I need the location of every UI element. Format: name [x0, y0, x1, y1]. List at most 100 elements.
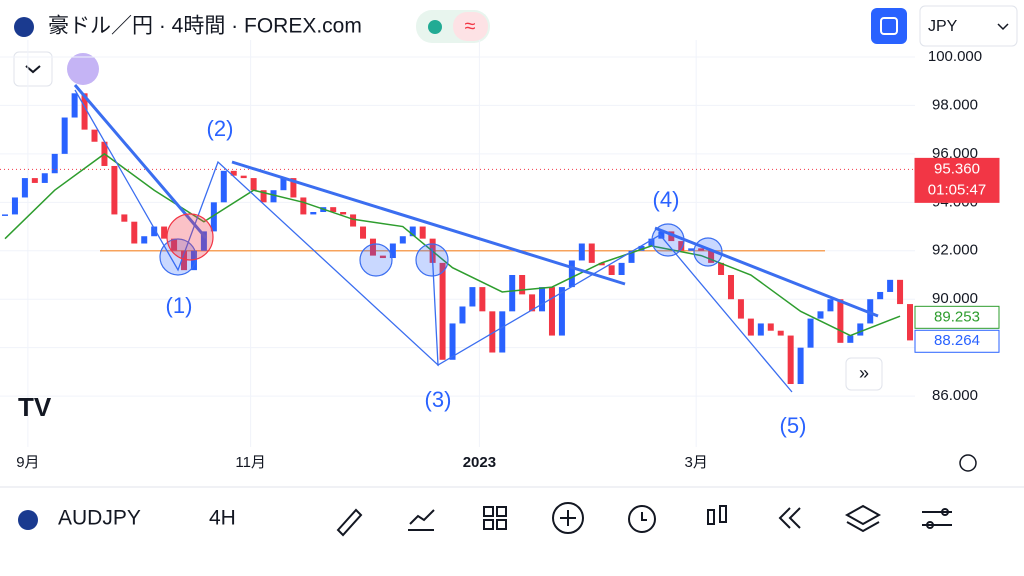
candle: [548, 287, 555, 336]
candle: [688, 248, 695, 251]
mode: ≈: [465, 15, 476, 37]
candle: [399, 236, 406, 244]
candle: [578, 243, 585, 261]
price-tag: [914, 329, 1000, 353]
candle: [747, 318, 754, 336]
layout-tool-part: [483, 519, 494, 530]
candle: [330, 207, 337, 213]
candle: [509, 274, 516, 312]
candle: [181, 250, 188, 271]
candle: [857, 323, 864, 336]
candle: [131, 221, 138, 244]
x-tick-label: 11月: [235, 454, 266, 471]
trend-line: [231, 160, 626, 286]
collapse-button[interactable]: [13, 51, 53, 87]
alert-tool[interactable]: [628, 505, 656, 533]
candle: [409, 226, 416, 237]
indicator-tool[interactable]: [408, 509, 435, 531]
circle-marker: [651, 223, 685, 257]
candle: [210, 202, 217, 232]
flag-icon: [14, 17, 34, 37]
candle: [419, 226, 426, 239]
candle: [260, 190, 267, 203]
candle: [489, 311, 496, 353]
circle-marker: [166, 213, 214, 261]
title: 豪ドル／円 · 4時間 · FOREX.com: [48, 15, 362, 38]
add-tool[interactable]: [552, 502, 584, 534]
candle: [877, 291, 884, 300]
candle: [439, 262, 446, 360]
x-tick-label: 3月: [685, 454, 708, 471]
layout-tool-part: [496, 506, 507, 517]
candle: [91, 129, 98, 142]
wave-path: [74, 89, 793, 393]
candle: [459, 306, 466, 324]
settings-icon[interactable]: [959, 454, 977, 472]
candle: [171, 238, 178, 251]
candle: [11, 197, 18, 215]
candle: [190, 250, 197, 271]
candle-tool-part: [719, 505, 727, 523]
candle: [2, 214, 8, 216]
candle: [21, 178, 28, 198]
candle: [529, 294, 536, 312]
trend-line: [73, 84, 208, 239]
candle: [369, 238, 376, 256]
currency-select[interactable]: [919, 5, 1018, 47]
candle: [727, 274, 734, 300]
price-tag-label: 88.264: [934, 332, 980, 349]
candle: [648, 238, 655, 246]
circle-marker: [359, 243, 393, 277]
flag-icon: [18, 510, 38, 530]
scroll-button[interactable]: [845, 357, 883, 391]
candle: [698, 248, 705, 251]
fullscreen-button[interactable]: [871, 8, 907, 44]
candle: [787, 335, 794, 385]
candle: [499, 311, 506, 353]
settings-knob: [926, 521, 934, 529]
candle: [837, 299, 844, 343]
candle: [598, 262, 605, 266]
y-tick-label: 96.000: [932, 145, 978, 162]
candle: [767, 323, 774, 331]
candle: [121, 214, 128, 222]
circle-marker: [693, 237, 723, 267]
add-icon: [560, 510, 576, 526]
sync-button[interactable]: [67, 53, 99, 85]
candle: [230, 170, 237, 176]
status-dot: [428, 20, 442, 34]
price-tag-label: 95.360: [934, 160, 980, 177]
wave-label: (4): [653, 187, 680, 212]
candle: [737, 299, 744, 319]
wave-label: (3): [425, 387, 452, 412]
candle: [588, 243, 595, 263]
layout-tool[interactable]: [483, 506, 494, 517]
draw-tool[interactable]: [336, 508, 363, 537]
candle: [449, 323, 456, 360]
candle: [558, 287, 565, 336]
candle-tool[interactable]: [707, 509, 715, 525]
candle: [668, 231, 675, 242]
symbol[interactable]: AUDJPY: [58, 507, 141, 530]
candle: [827, 299, 834, 312]
candle: [757, 323, 764, 336]
moving-average: [4, 152, 901, 337]
candle: [479, 287, 486, 312]
currency: JPY: [928, 18, 958, 35]
interval[interactable]: 4H: [209, 507, 236, 530]
candle: [151, 226, 158, 237]
circle-marker: [415, 243, 449, 277]
candle: [539, 287, 546, 312]
candle: [290, 178, 297, 198]
replay-tool[interactable]: [778, 507, 801, 529]
candle: [628, 250, 635, 263]
layers-tool[interactable]: [844, 504, 882, 533]
candle: [350, 214, 357, 227]
layout-tool-part: [496, 519, 507, 530]
candle: [847, 335, 854, 343]
candle: [31, 178, 38, 183]
alert-icon: [641, 512, 647, 521]
candle: [51, 153, 58, 174]
candle: [111, 165, 118, 215]
countdown: 01:05:47: [928, 181, 986, 198]
